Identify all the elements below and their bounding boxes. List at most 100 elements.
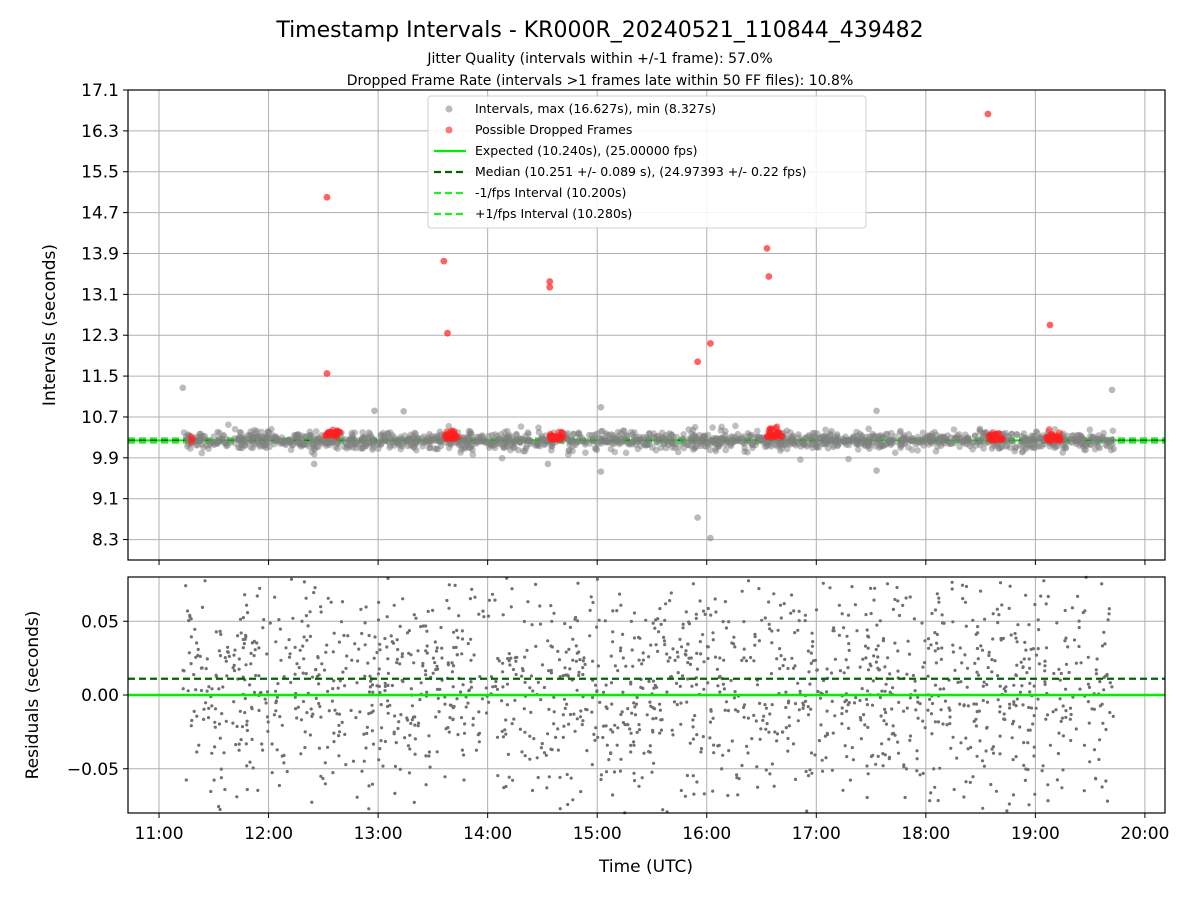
residual-point — [618, 649, 623, 653]
residual-point — [505, 682, 510, 686]
interval-point — [1082, 446, 1089, 454]
residual-point — [523, 680, 527, 685]
residual-point — [407, 771, 412, 775]
residual-point — [1105, 799, 1110, 803]
residual-point — [274, 640, 278, 644]
residual-point — [891, 686, 895, 690]
residual-point — [534, 582, 538, 587]
residual-point — [858, 698, 862, 703]
y-tick-label: 17.1 — [81, 81, 119, 101]
residual-point — [620, 710, 624, 714]
residual-point — [434, 649, 439, 653]
residual-point — [1028, 690, 1032, 694]
interval-point — [565, 447, 572, 455]
residual-point — [520, 667, 525, 671]
residual-point — [679, 788, 683, 793]
residual-point — [635, 730, 639, 735]
residual-point — [1032, 745, 1036, 749]
residual-point — [933, 683, 938, 687]
residual-point — [503, 728, 507, 732]
residual-point — [383, 689, 387, 693]
residual-point — [455, 697, 459, 701]
residual-point — [355, 681, 359, 685]
interval-point — [957, 434, 964, 442]
residual-point — [1059, 719, 1063, 724]
residual-point — [770, 762, 775, 766]
residual-point — [573, 729, 577, 733]
residual-point — [619, 646, 623, 650]
interval-point — [606, 436, 614, 444]
residual-point — [1040, 769, 1044, 773]
interval-point — [689, 426, 697, 434]
residual-point — [467, 688, 472, 692]
residual-point — [259, 690, 263, 695]
interval-point — [413, 446, 420, 454]
residual-point — [326, 745, 330, 749]
interval-point — [517, 423, 525, 430]
residual-point — [232, 653, 236, 657]
intervals-y-ticks: 8.39.19.910.711.512.313.113.914.715.516.… — [81, 81, 128, 551]
residual-point — [221, 685, 225, 689]
interval-point — [882, 441, 889, 448]
interval-point — [886, 436, 894, 443]
interval-point — [813, 443, 821, 451]
residual-point — [769, 672, 774, 676]
residual-point — [1016, 623, 1020, 627]
residual-point — [779, 616, 783, 620]
residual-point — [549, 644, 553, 648]
residual-point — [1103, 642, 1107, 646]
residual-point — [706, 606, 710, 611]
interval-point — [969, 439, 976, 447]
residual-point — [388, 703, 392, 707]
residual-point — [632, 743, 636, 747]
residual-point — [327, 709, 331, 713]
residual-point — [884, 682, 888, 686]
residual-point — [184, 584, 188, 588]
residual-point — [437, 710, 441, 714]
residual-point — [603, 619, 607, 623]
residual-point — [611, 640, 615, 644]
dropped-frame-outlier — [440, 257, 448, 265]
residual-point — [772, 592, 776, 596]
residual-point — [1029, 647, 1033, 651]
residual-point — [1081, 611, 1085, 615]
residual-point — [701, 633, 705, 637]
residual-point — [968, 780, 972, 785]
residual-point — [386, 671, 390, 676]
residual-point — [575, 717, 579, 721]
residual-point — [504, 732, 508, 736]
residual-point — [847, 642, 851, 646]
residual-point — [408, 747, 412, 751]
residual-point — [205, 689, 209, 693]
residual-point — [680, 645, 684, 649]
interval-point — [1064, 432, 1071, 440]
interval-point — [467, 444, 474, 452]
residual-point — [855, 629, 859, 633]
residual-point — [287, 638, 291, 642]
residual-point — [1102, 630, 1106, 635]
residual-point — [258, 586, 262, 591]
residual-point — [416, 721, 421, 725]
residual-point — [871, 679, 875, 683]
residual-point — [852, 701, 857, 705]
interval-point — [908, 446, 916, 454]
residual-point — [1104, 779, 1108, 783]
residual-point — [686, 661, 690, 665]
dropped-frame-outlier — [444, 329, 451, 337]
residual-point — [1108, 681, 1112, 685]
residual-point — [885, 582, 890, 586]
residual-point — [455, 653, 459, 657]
residual-point — [981, 684, 985, 688]
residual-point — [1020, 684, 1024, 688]
interval-point — [262, 444, 270, 452]
residual-point — [1003, 689, 1008, 693]
residual-point — [304, 672, 308, 676]
residual-point — [528, 757, 532, 761]
residual-point — [902, 709, 906, 713]
residual-point — [884, 722, 889, 726]
residual-point — [1026, 728, 1030, 732]
residual-point — [590, 763, 594, 767]
residual-point — [781, 664, 785, 668]
interval-point — [918, 439, 925, 446]
residual-point — [398, 767, 402, 771]
